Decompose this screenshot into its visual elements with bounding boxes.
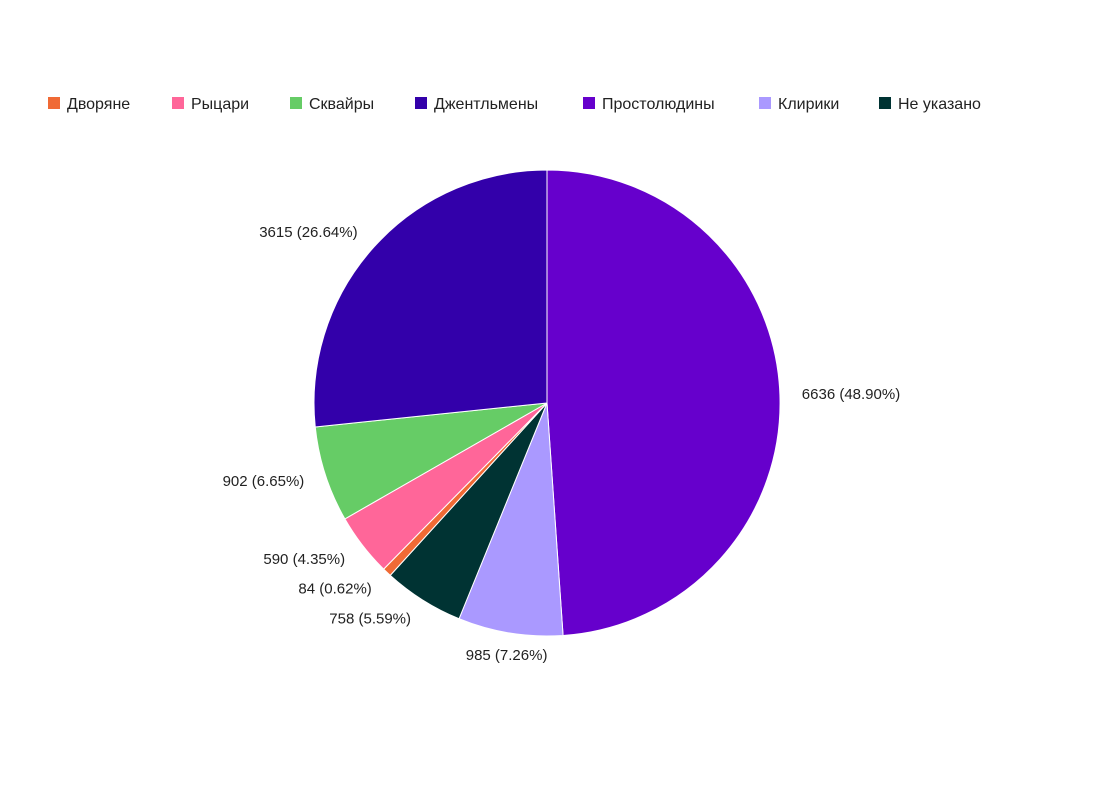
legend-swatch-category-2 — [172, 97, 184, 109]
data-label-category-3: 902 (6.65%) — [223, 473, 305, 490]
legend-item-category-6[interactable]: Клирики — [759, 96, 839, 113]
legend-swatch-category-3 — [290, 97, 302, 109]
legend-item-category-5[interactable]: Простолюдины — [583, 96, 715, 113]
legend-swatch-category-5 — [583, 97, 595, 109]
legend-item-category-3[interactable]: Сквайры — [290, 96, 374, 113]
pie-slice-category-5[interactable] — [546, 169, 781, 636]
pie-slice-category-4[interactable] — [313, 169, 548, 428]
data-label-category-4: 3615 (26.64%) — [259, 224, 357, 241]
legend-label-category-1: Дворяне — [67, 96, 130, 113]
data-label-category-1: 84 (0.62%) — [298, 580, 371, 597]
data-label-category-2: 590 (4.35%) — [263, 551, 345, 568]
legend-label-category-6: Клирики — [778, 96, 839, 113]
legend-item-category-2[interactable]: Рыцари — [172, 96, 249, 113]
legend-item-category-1[interactable]: Дворяне — [48, 96, 130, 113]
pie-slice-category-6[interactable] — [458, 402, 564, 637]
legend-label-category-3: Сквайры — [309, 96, 374, 113]
pie-slices — [313, 169, 781, 637]
legend-item-category-4[interactable]: Джентльмены — [415, 96, 538, 113]
legend-label-category-2: Рыцари — [191, 96, 249, 113]
legend-label-category-4: Джентльмены — [434, 96, 538, 113]
data-label-category-6: 985 (7.26%) — [466, 647, 548, 664]
legend-swatch-category-7 — [879, 97, 891, 109]
legend-label-category-7: Не указано — [898, 96, 981, 113]
legend-swatch-category-6 — [759, 97, 771, 109]
data-label-category-5: 6636 (48.90%) — [802, 386, 900, 403]
legend-label-category-5: Простолюдины — [602, 96, 715, 113]
data-labels: 84 (0.62%) 590 (4.35%) 902 (6.65%) 3615 (26… — [223, 224, 901, 664]
data-label-category-7: 758 (5.59%) — [329, 611, 411, 628]
legend-swatch-category-4 — [415, 97, 427, 109]
legend: Дворяне Рыцари Сквайры Джентльмены Простолюд… — [48, 96, 981, 113]
legend-item-category-7[interactable]: Не указано — [879, 96, 981, 113]
legend-swatch-category-1 — [48, 97, 60, 109]
